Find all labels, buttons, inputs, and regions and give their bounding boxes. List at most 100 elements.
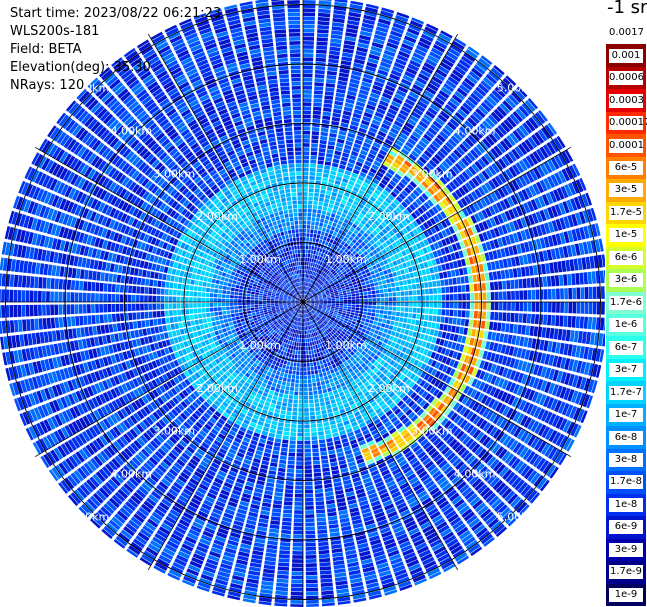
- range-gate-cell: [306, 291, 309, 295]
- range-gate-cell: [521, 361, 528, 372]
- range-gate-cell: [445, 376, 452, 384]
- range-gate-cell: [310, 147, 318, 152]
- range-gate-cell: [307, 371, 311, 375]
- range-gate-cell: [354, 220, 360, 226]
- range-gate-cell: [354, 253, 360, 258]
- range-gate-cell: [278, 363, 283, 368]
- range-gate-cell: [335, 397, 341, 403]
- range-gate-cell: [303, 0, 316, 5]
- range-gate-cell: [482, 220, 489, 230]
- range-gate-cell: [390, 30, 403, 38]
- range-gate-cell: [362, 325, 368, 330]
- range-gate-cell: [356, 329, 361, 334]
- range-gate-cell: [332, 158, 340, 164]
- range-gate-cell: [331, 254, 336, 259]
- range-gate-cell: [591, 364, 599, 378]
- range-gate-cell: [291, 563, 303, 568]
- range-gate-cell: [390, 320, 395, 326]
- range-gate-cell: [334, 267, 339, 272]
- range-gate-cell: [332, 313, 337, 317]
- range-gate-cell: [266, 478, 275, 484]
- range-gate-cell: [304, 273, 306, 278]
- range-gate-cell: [587, 224, 594, 238]
- range-gate-cell: [316, 517, 327, 522]
- range-gate-cell: [305, 493, 314, 498]
- range-gate-cell: [526, 200, 535, 212]
- range-gate-cell: [349, 266, 354, 271]
- range-gate-cell: [415, 319, 420, 326]
- range-gate-cell: [291, 415, 298, 420]
- range-gate-cell: [313, 98, 323, 103]
- range-gate-cell: [278, 558, 290, 563]
- range-gate-cell: [437, 346, 443, 354]
- range-gate-cell: [386, 283, 392, 288]
- range-gate-cell: [538, 251, 545, 262]
- range-gate-cell: [352, 327, 358, 332]
- range-gate-cell: [515, 335, 521, 346]
- range-gate-cell: [389, 73, 401, 81]
- range-gate-cell: [407, 195, 414, 203]
- range-gate-cell: [432, 120, 443, 130]
- range-gate-cell: [355, 261, 361, 266]
- range-gate-cell: [433, 194, 441, 203]
- range-gate-cell: [490, 191, 499, 202]
- range-gate-cell: [539, 179, 548, 192]
- range-gate-cell: [303, 208, 307, 213]
- range-gate-cell: [388, 325, 394, 330]
- range-gate-cell: [358, 127, 367, 134]
- range-gate-cell: [462, 293, 466, 301]
- range-gate-cell: [317, 269, 321, 274]
- range-gate-cell: [568, 182, 577, 196]
- range-gate-cell: [489, 217, 497, 227]
- range-gate-cell: [390, 255, 396, 262]
- range-gate-cell: [382, 211, 389, 218]
- range-gate-cell: [357, 157, 365, 164]
- range-gate-cell: [305, 278, 307, 282]
- range-gate-cell: [456, 259, 463, 268]
- range-gate-cell: [265, 444, 273, 450]
- range-gate-cell: [317, 537, 329, 543]
- range-gate-cell: [409, 350, 415, 357]
- range-gate-cell: [360, 278, 365, 283]
- range-gate-cell: [446, 121, 457, 131]
- range-gate-cell: [329, 238, 334, 244]
- range-gate-cell: [516, 218, 524, 230]
- range-gate-cell: [331, 276, 336, 281]
- range-gate-cell: [383, 314, 388, 319]
- range-gate-cell: [361, 262, 366, 267]
- range-gate-cell: [434, 233, 441, 241]
- range-gate-cell: [481, 242, 488, 252]
- range-gate-cell: [306, 296, 309, 300]
- range-gate-cell: [320, 578, 333, 583]
- range-gate-cell: [270, 386, 276, 391]
- range-gate-cell: [311, 302, 315, 304]
- range-gate-cell: [494, 353, 500, 363]
- range-gate-cell: [445, 141, 455, 151]
- range-gate-cell: [414, 48, 427, 57]
- range-gate-cell: [559, 217, 567, 230]
- range-gate-cell: [311, 131, 320, 136]
- range-gate-cell: [511, 335, 517, 345]
- range-gate-cell: [327, 141, 336, 146]
- range-gate-cell: [313, 267, 316, 272]
- range-gate-cell: [326, 276, 330, 280]
- range-gate-cell: [549, 139, 560, 153]
- range-gate-cell: [394, 173, 402, 181]
- range-gate-cell: [502, 280, 507, 290]
- range-gate-cell: [351, 299, 356, 302]
- range-gate-cell: [434, 40, 448, 50]
- range-gate-cell: [330, 293, 335, 296]
- range-gate-cell: [411, 252, 417, 259]
- range-gate-cell: [439, 339, 445, 346]
- range-gate-cell: [372, 243, 379, 249]
- range-gate-cell: [281, 529, 292, 535]
- range-gate-cell: [373, 268, 379, 274]
- range-gate-cell: [356, 179, 363, 185]
- range-gate-cell: [338, 259, 343, 265]
- range-gate-cell: [395, 350, 401, 356]
- range-gate-cell: [409, 357, 416, 364]
- range-gate-cell: [559, 435, 569, 449]
- range-gate-cell: [356, 299, 360, 302]
- range-gate-cell: [405, 240, 412, 248]
- range-gate-cell: [314, 287, 318, 291]
